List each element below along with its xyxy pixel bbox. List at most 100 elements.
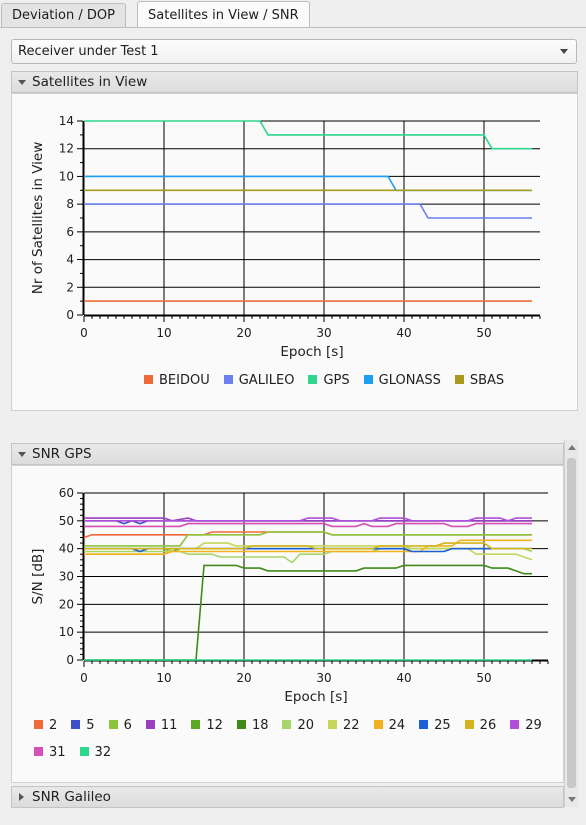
y-tick-label: 14	[59, 114, 74, 128]
legend-swatch	[34, 720, 43, 729]
series-line-31	[84, 522, 532, 528]
legend-label: 22	[343, 718, 360, 733]
scrollbar-thumb[interactable]	[567, 458, 576, 788]
legend-swatch	[223, 375, 233, 384]
section-header-snr-gps[interactable]: SNR GPS	[11, 443, 564, 465]
legend-item-32: 32	[79, 745, 112, 760]
legend-swatch	[191, 720, 201, 729]
legend-swatch	[464, 720, 474, 729]
y-tick-label: 30	[59, 570, 74, 584]
x-tick-label: 20	[236, 326, 251, 340]
legend-swatch	[282, 720, 292, 729]
snr-gps-panel: 0 10 20 30 40 50 60 0 10 20 30 40 50 Epoch [s] S/N [dB…	[11, 465, 564, 783]
x-tick-label: 50	[476, 326, 491, 340]
x-tick-label: 10	[156, 671, 171, 685]
legend-swatch	[108, 720, 118, 729]
legend-item-20: 20	[282, 718, 314, 733]
legend-label: GPS	[323, 373, 350, 388]
y-tick-label: 10	[59, 625, 74, 639]
legend-label: 24	[388, 718, 406, 733]
section-header-satellites[interactable]: Satellites in View	[11, 71, 578, 93]
legend-item-24: 24	[373, 718, 406, 733]
legend-item-2: 2	[34, 718, 57, 733]
x-tick-label: 10	[156, 326, 171, 340]
legend-label: 6	[123, 718, 132, 733]
snr-gps-legend: 2 5 6 11 12 18 20 22 24 25 26 29 31 32	[12, 466, 563, 782]
legend-label: 18	[251, 718, 269, 733]
legend-swatch	[236, 720, 246, 729]
series-line-26	[84, 542, 532, 550]
y-axis-label: S/N [dB]	[30, 549, 46, 605]
y-tick-label: 0	[66, 653, 74, 667]
legend-item-12: 12	[191, 718, 223, 733]
legend-label: GALILEO	[238, 373, 295, 388]
y-tick-label: 40	[59, 542, 74, 556]
section-header-snr-galileo[interactable]: SNR Galileo	[11, 786, 564, 808]
legend-swatch	[373, 720, 383, 729]
y-tick-label: 8	[66, 197, 74, 211]
y-tick-label: 20	[59, 597, 74, 611]
legend-label: BEIDOU	[159, 373, 210, 388]
triangle-down-icon	[18, 452, 26, 457]
series-line-6	[84, 531, 532, 547]
triangle-right-icon	[19, 793, 24, 801]
legend-item-5: 5	[71, 718, 95, 733]
tab-bar: Deviation / DOP Satellites in View / SNR	[0, 0, 586, 28]
legend-item-25: 25	[419, 718, 451, 733]
legend-label: 31	[49, 745, 66, 760]
x-tick-label: 30	[316, 671, 331, 685]
series-line-18	[84, 564, 532, 661]
y-tick-label: 50	[59, 514, 74, 528]
legend-swatch	[145, 720, 155, 729]
tab-divider	[0, 27, 586, 28]
series-line-25	[84, 547, 532, 553]
satellites-panel: 0 2 4 6 8 10 12 14 0 10 20 30 40 50 Epoch [s] Nr of Sat…	[11, 93, 578, 411]
x-axis-label: Epoch [s]	[280, 344, 343, 360]
legend-swatch	[328, 720, 338, 729]
legend-item-galileo: GALILEO	[223, 373, 295, 388]
legend-label: 2	[49, 718, 58, 733]
tab-satellites-snr[interactable]: Satellites in View / SNR	[137, 1, 310, 28]
legend-label: 32	[94, 745, 112, 760]
legend-label: GLONASS	[378, 373, 441, 388]
series-line-24	[84, 539, 532, 555]
legend-item-beidou: BEIDOU	[144, 373, 210, 388]
legend-label: 11	[160, 718, 178, 733]
x-tick-label: 40	[396, 671, 411, 685]
legend-label: 25	[434, 718, 451, 733]
scroll-up-icon[interactable]	[568, 445, 576, 450]
legend-item-sbas: SBAS	[454, 373, 504, 388]
triangle-down-icon	[18, 80, 26, 85]
legend-item-11: 11	[145, 718, 178, 733]
legend-label: 5	[86, 718, 95, 733]
y-axis-label: Nr of Satellites in View	[30, 142, 46, 295]
legend-swatch	[79, 747, 89, 756]
section-title-snr-galileo: SNR Galileo	[32, 789, 111, 805]
legend-label: 29	[525, 718, 542, 733]
x-tick-label: 50	[476, 671, 491, 685]
legend-item-22: 22	[328, 718, 360, 733]
scroll-down-icon[interactable]	[568, 797, 576, 802]
y-tick-label: 0	[66, 308, 74, 322]
x-tick-label: 40	[396, 326, 411, 340]
vertical-scrollbar[interactable]	[564, 440, 578, 807]
section-title-snr-gps: SNR GPS	[32, 446, 92, 462]
y-tick-label: 4	[66, 253, 74, 267]
tab-deviation-dop[interactable]: Deviation / DOP	[1, 3, 126, 27]
y-tick-label: 2	[66, 280, 74, 294]
x-tick-label: 0	[80, 326, 88, 340]
satellites-legend: BEIDOU GALILEO GPS GLONASS SBAS	[12, 94, 577, 410]
legend-item-6: 6	[108, 718, 132, 733]
x-tick-label: 20	[236, 671, 251, 685]
satellites-chart: 0 2 4 6 8 10 12 14 0 10 20 30 40 50 Epoch [s] Nr of Sat…	[30, 114, 541, 360]
series-line-29	[84, 517, 532, 522]
y-tick-label: 6	[66, 225, 74, 239]
x-tick-label: 0	[80, 671, 88, 685]
receiver-select[interactable]: Receiver under Test 1	[11, 39, 577, 64]
series-line-galileo	[84, 203, 532, 219]
x-tick-label: 30	[316, 326, 331, 340]
legend-swatch	[510, 720, 520, 729]
legend-label: 12	[206, 718, 223, 733]
legend-item-gps: GPS	[308, 373, 350, 388]
legend-item-29: 29	[510, 718, 542, 733]
